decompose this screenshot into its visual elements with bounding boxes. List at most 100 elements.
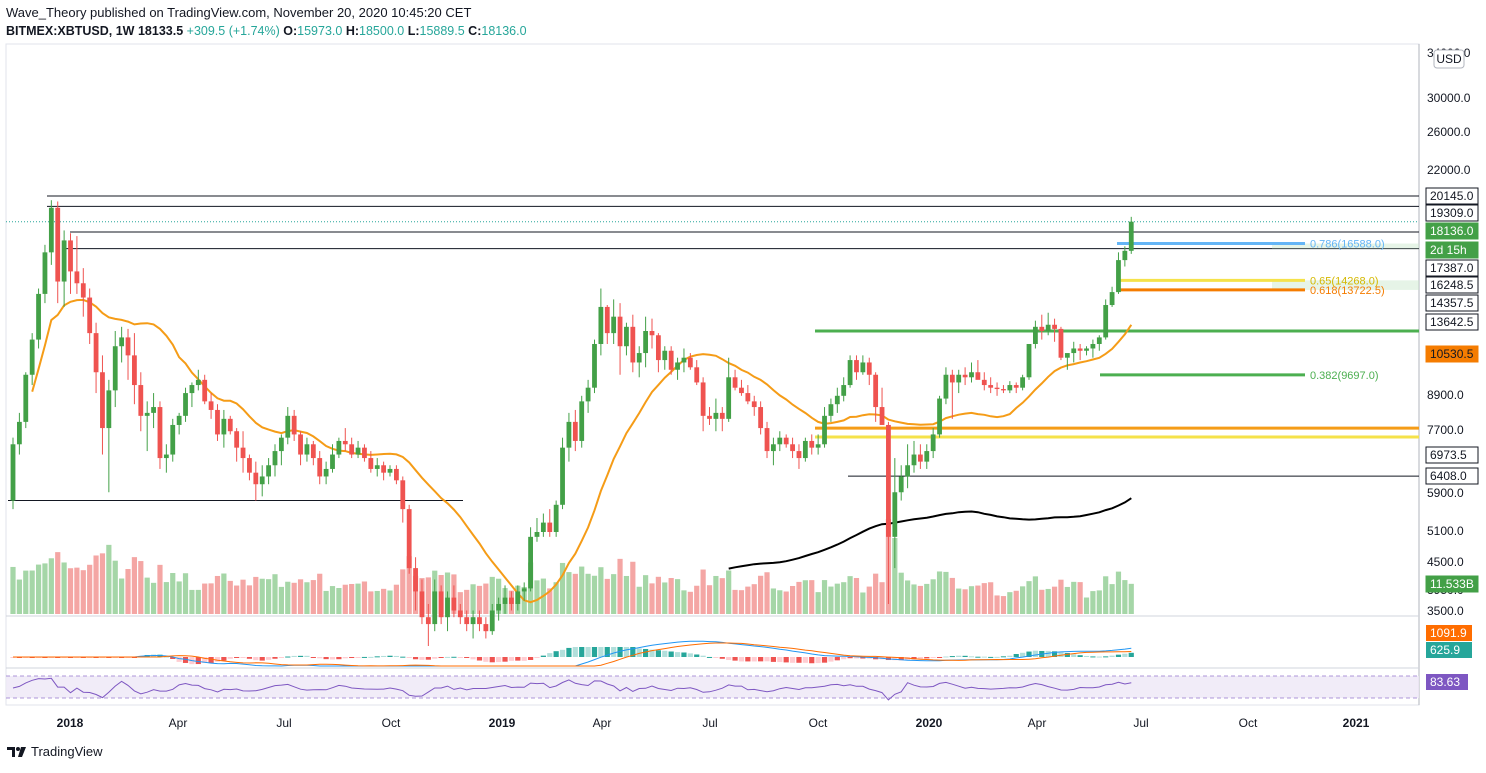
candle-body [42,252,48,294]
candle-body [662,350,668,361]
macd-histogram-bar [924,657,930,659]
volume-bar [304,582,310,614]
publish-line: Wave_Theory published on TradingView.com… [6,5,472,20]
candle-body [579,401,585,441]
volume-bar [930,579,936,614]
candle-body [272,451,278,466]
macd-histogram-bar [898,657,904,661]
candle-body [1109,292,1115,306]
volume-bar [42,563,48,614]
volume-bar [975,585,981,614]
macd-histogram-bar [547,653,553,657]
low-label: L: [407,24,420,38]
macd-histogram-bar [706,656,713,658]
candle-body [758,407,764,429]
candle-body [879,407,885,425]
candle-body [464,617,470,625]
macd-histogram-bar [643,648,649,657]
price-badge-box [1425,222,1479,240]
volume-bar [668,578,674,614]
candle-body [1001,389,1006,391]
macd-histogram-bar [1045,650,1051,657]
macd-histogram-bar [444,656,451,658]
volume-bar [240,579,246,614]
volume-bar [489,576,495,614]
macd-histogram-bar [170,657,176,659]
low-value: 15889.5 [419,24,465,38]
volume-bar [150,582,157,614]
candle-body [477,617,482,625]
candle-body [828,404,834,416]
volume-bar [879,582,885,614]
candle-body [330,454,335,469]
price-tick-label: 26000.0 [1427,125,1471,139]
volume-bar [847,576,853,614]
candle-body [886,424,891,537]
candle-body [61,240,67,282]
volume-bar [35,564,42,614]
volume-bar [355,583,361,614]
rsi-band [6,676,1419,698]
volume-bar [144,577,150,614]
candle-body [975,372,981,380]
price-tick-label: 5900.0 [1427,486,1464,500]
macd-histogram-bar [508,657,515,661]
candle-body [202,379,208,402]
x-tick-label: Apr [593,716,612,730]
volume-bar [189,589,195,614]
volume-bar [956,588,962,614]
macd-histogram-bar [860,657,866,659]
volume-bar [55,552,61,614]
fib-zone-upper [1272,243,1419,249]
candle-body [157,407,163,459]
candle-body [400,480,406,510]
candle-body [381,465,387,473]
candle-body [675,362,680,370]
high-label: H: [345,24,360,38]
macd-histogram-bar [783,657,789,663]
price-badge-label: 14357.5 [1430,296,1474,310]
volume-bar [623,575,630,614]
macd-histogram-bar [285,656,291,658]
price-badge-label: 6408.0 [1430,469,1467,483]
candle-body [259,476,265,485]
volume-bar [29,570,35,614]
volume-bar [246,585,253,614]
volume-bar [713,575,719,614]
volume-bar [195,589,201,614]
candle-body [560,447,565,505]
candle-body [509,597,514,604]
macd-histogram-bar [387,655,393,657]
volume-bar [662,582,668,614]
volume-bar [674,579,681,614]
macd-histogram-bar [483,657,489,662]
volume-bar [815,592,821,614]
volume-bar [738,590,745,614]
volume-bar [1109,584,1115,614]
macd-histogram-bar [732,657,738,661]
volume-bar [968,586,975,614]
price-badge-box [1425,259,1479,277]
volume-bar [464,589,470,614]
macd-histogram-bar [234,657,240,658]
macd-histogram-bar [936,657,943,658]
macd-histogram-bar [521,657,527,661]
candle-body [815,444,821,448]
macd-histogram-bar [1007,655,1013,657]
candle-body [822,415,827,445]
x-tick-label: 2020 [916,716,943,730]
macd-histogram-bar [419,657,425,660]
macd-histogram-bar [400,656,406,658]
candle-body [898,476,904,493]
candle-body [521,588,527,592]
macd-histogram-bar [195,657,201,665]
macd-histogram-bar [572,647,578,657]
candle-body [962,374,968,378]
candle-body [80,283,86,298]
macd-histogram-bar [975,656,981,658]
candle-body [278,437,284,452]
candlestick-chart[interactable]: 0.786(16588.0) 0.65(14268.0)0.618(13722.5… [0,0,1486,740]
candles-layer [10,200,1134,647]
currency-button[interactable] [1433,49,1465,69]
macd-histogram-bar [553,651,559,657]
